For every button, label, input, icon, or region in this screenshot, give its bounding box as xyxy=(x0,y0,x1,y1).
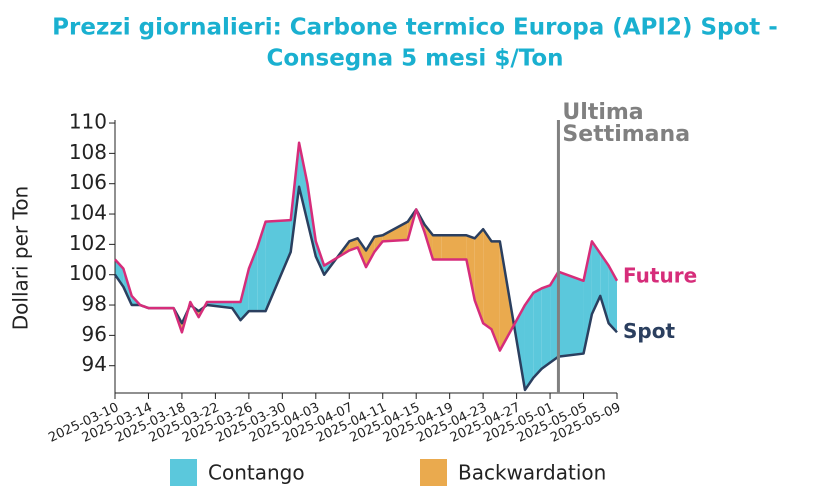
y-tick-label: 104 xyxy=(69,201,107,225)
spread-area xyxy=(558,271,584,357)
spread-area xyxy=(608,265,617,333)
y-tick-label: 108 xyxy=(69,140,107,164)
y-axis-label: Dollari per Ton xyxy=(9,186,33,330)
series-label: Future xyxy=(623,263,697,287)
annotation-label: Ultima xyxy=(562,100,643,125)
spread-area xyxy=(533,288,542,378)
series-line xyxy=(114,141,619,352)
spread-area xyxy=(583,241,592,354)
legend-swatch xyxy=(420,459,447,486)
spread-area xyxy=(483,229,492,330)
spread-area xyxy=(550,271,559,363)
spread-area xyxy=(524,292,534,390)
spread-area xyxy=(441,235,467,260)
series-label: Spot xyxy=(623,319,675,343)
spread-area xyxy=(474,229,484,324)
spread-area xyxy=(432,235,442,260)
spread-area xyxy=(299,142,308,222)
y-tick-label: 98 xyxy=(82,292,107,316)
spread-area xyxy=(382,221,408,242)
y-tick-label: 96 xyxy=(82,322,107,346)
spread-area xyxy=(600,253,609,324)
y-tick-label: 100 xyxy=(69,261,107,285)
spread-area xyxy=(591,241,601,315)
y-tick-label: 106 xyxy=(69,170,107,194)
y-tick-label: 94 xyxy=(82,352,107,376)
annotation-label: Settimana xyxy=(562,122,690,147)
chart-title: Consegna 5 mesi $/Ton xyxy=(266,46,563,72)
legend-label: Contango xyxy=(208,461,305,485)
spread-area xyxy=(366,236,375,268)
legend-swatch xyxy=(170,459,197,486)
spread-area xyxy=(265,220,291,312)
legend-label: Backwardation xyxy=(458,461,606,485)
spread-area xyxy=(491,241,500,351)
y-tick-label: 102 xyxy=(69,231,107,255)
chart-title: Prezzi giornalieri: Carbone termico Euro… xyxy=(52,15,778,41)
y-tick-label: 110 xyxy=(69,110,107,134)
spread-area xyxy=(541,285,551,369)
